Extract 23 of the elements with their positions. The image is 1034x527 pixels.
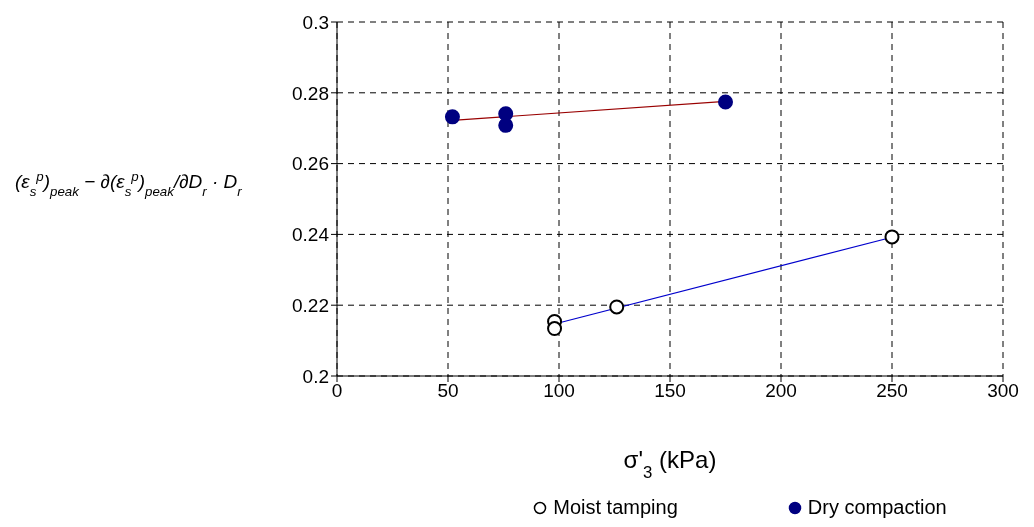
- point: [609, 299, 625, 315]
- point: [498, 117, 514, 133]
- x-tick-label: 100: [543, 380, 575, 402]
- y-tick-label: 0.26: [292, 153, 329, 175]
- legend-label: Moist tamping: [552, 496, 678, 519]
- text: (ε$_{s}$$^{p}$)$_{peak}$ − ∂(ε$_{s}$$^{p}$)$_{peak}$/∂D$_{r}$ · D$_{r}$: [15, 168, 242, 199]
- x-tick-label: 200: [765, 380, 797, 402]
- legend-label: Dry compaction: [806, 496, 947, 519]
- y-tick-label: 0.2: [302, 365, 329, 387]
- point: [884, 229, 900, 245]
- y-tick-label: 0.28: [292, 82, 329, 104]
- point: [718, 94, 733, 110]
- x-tick-label: 0: [331, 380, 343, 402]
- x-tick-label: 300: [987, 380, 1019, 402]
- point: [444, 109, 460, 125]
- y-tick-label: 0.24: [292, 224, 330, 246]
- x-axis-title: σ'$_{3}$ (kPa): [623, 446, 717, 482]
- y-tick-label: 0.3: [302, 11, 329, 33]
- x-tick-label: 50: [437, 380, 459, 402]
- point: [547, 321, 563, 337]
- x-tick-label: 250: [876, 380, 908, 402]
- x-tick-label: 150: [654, 380, 686, 402]
- y-tick-label: 0.22: [292, 294, 329, 316]
